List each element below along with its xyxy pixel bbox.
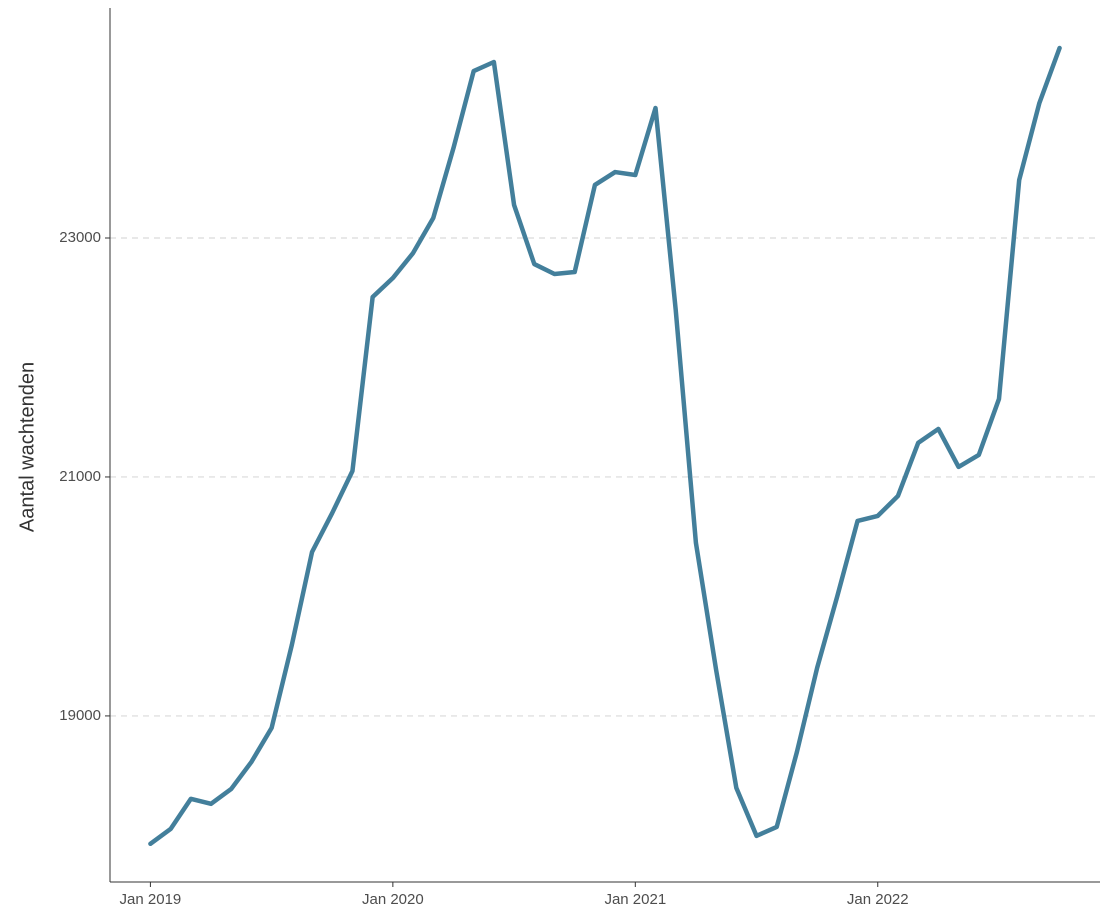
y-tick-label: 23000 xyxy=(59,229,101,246)
y-tick-label: 21000 xyxy=(59,468,101,485)
y-tick-label: 19000 xyxy=(59,707,101,724)
x-tick-label: Jan 2020 xyxy=(362,891,424,908)
x-tick-label: Jan 2021 xyxy=(604,891,666,908)
x-tick-label: Jan 2022 xyxy=(847,891,909,908)
data-line xyxy=(148,45,1062,847)
y-axis-label: Aantal wachtenden xyxy=(16,362,38,532)
x-tick-label: Jan 2019 xyxy=(120,891,182,908)
